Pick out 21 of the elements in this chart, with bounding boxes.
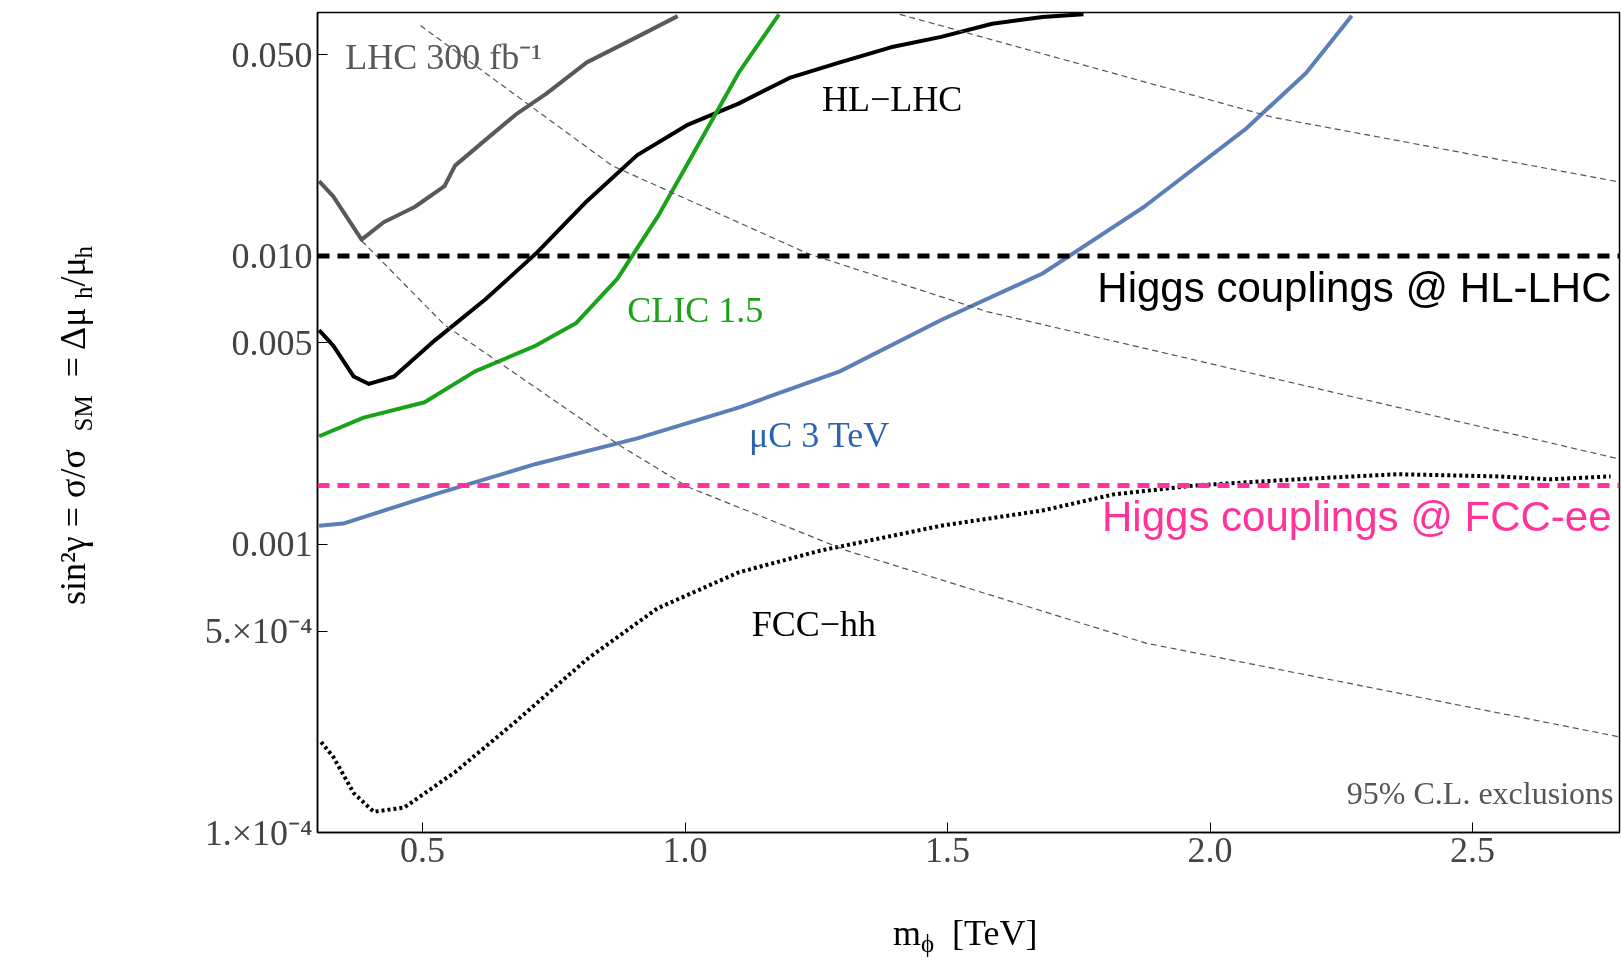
x-tick-label: 1.5 (925, 829, 970, 870)
series-label: HL−LHC (822, 78, 963, 119)
series-label: LHC 300 fb⁻¹ (345, 37, 543, 78)
y-tick-label: 0.010 (231, 236, 313, 277)
x-tick-label: 2.5 (1450, 829, 1495, 870)
y-tick-label: 0.005 (231, 322, 313, 363)
x-tick-label: 1.0 (662, 829, 708, 870)
ref-line-label: Higgs couplings @ FCC-ee (1102, 493, 1612, 541)
y-axis-title: sin²γ = σ/σSM = Δμh/μh (52, 245, 97, 605)
y-tick-label: 0.001 (231, 524, 313, 565)
annotation: 95% C.L. exclusions (1346, 774, 1614, 811)
series-label: μC 3 TeV (749, 415, 890, 456)
x-tick-label: 2.0 (1187, 829, 1233, 870)
y-tick-label: 0.050 (231, 34, 313, 75)
series-label: CLIC 1.5 (627, 289, 764, 330)
y-tick-label: 1.×10⁻⁴ (204, 812, 313, 853)
x-tick-label: 0.5 (400, 829, 445, 870)
series-label: FCC−hh (751, 603, 877, 644)
y-tick-label: 5.×10⁻⁴ (204, 611, 313, 652)
ref-line-label: Higgs couplings @ HL-LHC (1097, 264, 1612, 312)
line-series (319, 472, 1613, 814)
